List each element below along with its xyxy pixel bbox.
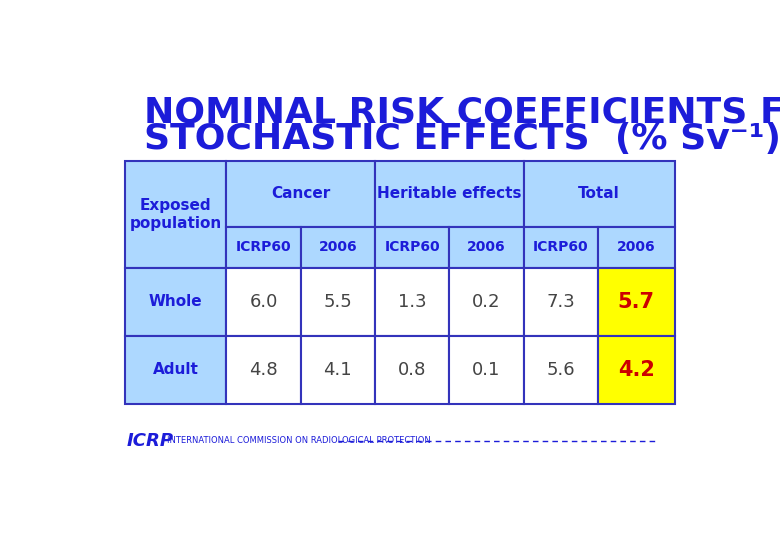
- Bar: [301, 336, 375, 403]
- Text: 2006: 2006: [318, 240, 357, 254]
- Bar: [226, 161, 375, 227]
- Bar: [301, 227, 375, 268]
- Bar: [449, 268, 523, 336]
- Text: Adult: Adult: [153, 362, 198, 377]
- Bar: [375, 227, 449, 268]
- Text: ICRP60: ICRP60: [533, 240, 589, 254]
- Text: INTERNATIONAL COMMISSION ON RADIOLOGICAL PROTECTION: INTERNATIONAL COMMISSION ON RADIOLOGICAL…: [167, 436, 431, 445]
- Text: 2006: 2006: [467, 240, 505, 254]
- Text: 0.8: 0.8: [398, 361, 427, 379]
- Text: 5.5: 5.5: [324, 293, 353, 310]
- Text: 4.8: 4.8: [250, 361, 278, 379]
- Bar: [125, 268, 226, 336]
- Bar: [375, 268, 449, 336]
- Text: Cancer: Cancer: [271, 186, 331, 201]
- Text: Exposed
population: Exposed population: [129, 198, 222, 231]
- Bar: [375, 161, 523, 227]
- Text: 0.2: 0.2: [472, 293, 501, 310]
- Bar: [523, 161, 675, 227]
- Bar: [449, 336, 523, 403]
- Bar: [523, 336, 597, 403]
- Text: 6.0: 6.0: [250, 293, 278, 310]
- Bar: [226, 336, 301, 403]
- Text: Whole: Whole: [149, 294, 202, 309]
- Bar: [597, 336, 675, 403]
- Bar: [449, 227, 523, 268]
- Text: ICRP60: ICRP60: [236, 240, 292, 254]
- Text: 4.1: 4.1: [324, 361, 352, 379]
- Text: 2006: 2006: [617, 240, 656, 254]
- Bar: [523, 268, 597, 336]
- Bar: [226, 268, 301, 336]
- Text: ICRP60: ICRP60: [385, 240, 440, 254]
- Text: 5.7: 5.7: [618, 292, 655, 312]
- Text: 0.1: 0.1: [472, 361, 501, 379]
- Text: STOCHASTIC EFFECTS  (% Sv⁻¹): STOCHASTIC EFFECTS (% Sv⁻¹): [144, 122, 780, 156]
- Bar: [226, 227, 301, 268]
- Text: NOMINAL RISK COEFFICIENTS FOR: NOMINAL RISK COEFFICIENTS FOR: [144, 96, 780, 130]
- Bar: [597, 227, 675, 268]
- Bar: [523, 227, 597, 268]
- Text: 4.2: 4.2: [618, 360, 654, 380]
- Text: 5.6: 5.6: [546, 361, 575, 379]
- Text: 7.3: 7.3: [546, 293, 575, 310]
- Bar: [301, 268, 375, 336]
- Text: 1.3: 1.3: [398, 293, 427, 310]
- Bar: [125, 336, 226, 403]
- Text: Total: Total: [578, 186, 620, 201]
- Text: Heritable effects: Heritable effects: [377, 186, 522, 201]
- Bar: [125, 161, 226, 268]
- Text: ICRP: ICRP: [127, 431, 174, 450]
- Bar: [375, 336, 449, 403]
- Bar: [597, 268, 675, 336]
